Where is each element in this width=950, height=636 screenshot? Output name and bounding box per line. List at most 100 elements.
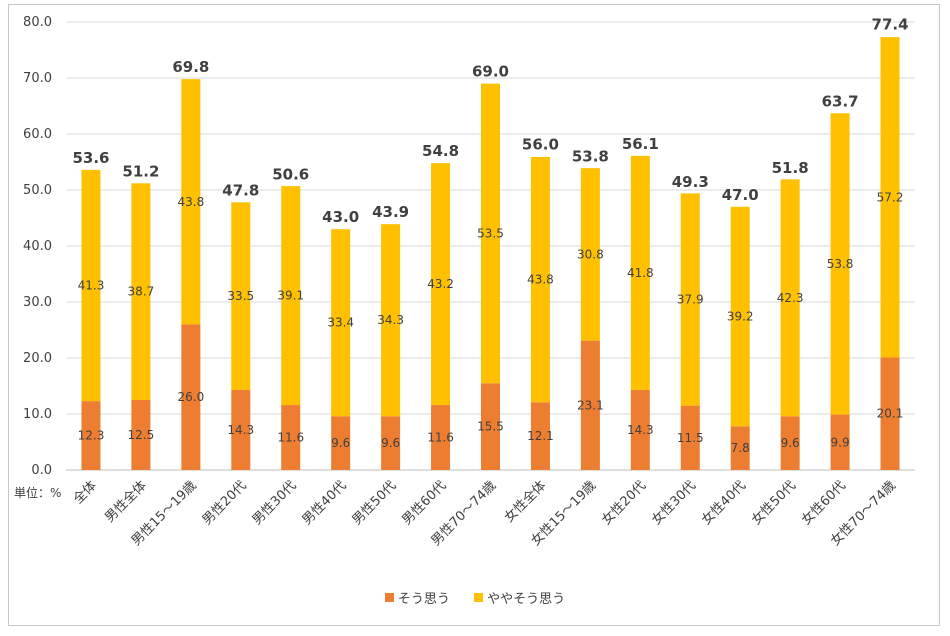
- data-label-yaya-sou-omou: 33.4: [327, 316, 354, 330]
- y-tick-label: 80.0: [23, 15, 52, 30]
- legend-label-yaya-sou-omou: ややそう思う: [487, 592, 566, 607]
- x-category-label: 男性30代: [250, 478, 300, 528]
- bar-sou-omou: [680, 405, 700, 470]
- y-tick-label: 20.0: [23, 351, 52, 366]
- data-label-yaya-sou-omou: 34.3: [377, 313, 404, 327]
- x-category-label: 女性50代: [748, 478, 799, 529]
- data-label-sou-omou: 12.5: [128, 428, 155, 442]
- x-category-label: 男性60代: [400, 478, 450, 528]
- legend-label-sou-omou: そう思う: [397, 592, 450, 607]
- legend-item-yaya-sou-omou: ややそう思う: [474, 588, 565, 607]
- legend-swatch-sou-omou: [384, 593, 394, 602]
- bar-sou-omou: [880, 357, 900, 470]
- data-label-yaya-sou-omou: 43.2: [427, 277, 454, 291]
- x-category-label: 女性20代: [599, 478, 650, 529]
- bar-yaya-sou-omou: [580, 168, 600, 341]
- data-label-sou-omou: 14.3: [227, 423, 254, 437]
- bar-yaya-sou-omou: [381, 224, 401, 417]
- y-tick-label: 50.0: [23, 183, 52, 198]
- data-label-sou-omou: 14.3: [627, 423, 654, 437]
- bar-yaya-sou-omou: [231, 202, 251, 390]
- bar-yaya-sou-omou: [630, 155, 650, 390]
- bar-sou-omou: [780, 416, 800, 470]
- total-label: 47.8: [222, 181, 259, 199]
- total-label: 56.0: [522, 135, 559, 153]
- data-label-yaya-sou-omou: 43.8: [177, 195, 204, 209]
- bar-yaya-sou-omou: [730, 206, 750, 427]
- bar-sou-omou: [181, 324, 201, 470]
- total-label: 49.3: [672, 173, 709, 191]
- y-tick-label: 70.0: [23, 71, 52, 86]
- data-label-yaya-sou-omou: 53.8: [827, 257, 854, 271]
- x-category-label: 女性60代: [798, 478, 849, 529]
- total-label: 50.6: [272, 166, 309, 184]
- bar-yaya-sou-omou: [281, 186, 301, 406]
- data-label-sou-omou: 12.1: [527, 429, 554, 443]
- data-label-yaya-sou-omou: 38.7: [128, 285, 155, 299]
- bar-sou-omou: [830, 414, 850, 470]
- x-category-label: 全体: [70, 478, 100, 508]
- total-label: 77.4: [872, 16, 909, 34]
- data-label-yaya-sou-omou: 39.2: [727, 310, 754, 324]
- unit-label: 単位：%: [14, 486, 62, 500]
- total-label: 53.6: [72, 149, 109, 167]
- bar-yaya-sou-omou: [530, 156, 550, 403]
- data-label-sou-omou: 11.6: [277, 431, 304, 445]
- bar-sou-omou: [481, 383, 500, 470]
- data-label-sou-omou: 9.6: [781, 436, 800, 450]
- total-label: 69.8: [172, 58, 209, 76]
- bar-yaya-sou-omou: [830, 113, 850, 415]
- data-label-sou-omou: 26.0: [177, 390, 204, 404]
- legend: そう思う ややそう思う: [0, 588, 950, 607]
- bar-yaya-sou-omou: [81, 169, 101, 402]
- bar-yaya-sou-omou: [331, 229, 351, 417]
- data-label-sou-omou: 11.6: [427, 431, 454, 445]
- bar-yaya-sou-omou: [880, 37, 900, 358]
- total-label: 51.8: [772, 159, 809, 177]
- data-label-sou-omou: 9.9: [831, 435, 850, 449]
- data-label-sou-omou: 20.1: [877, 407, 904, 421]
- legend-item-sou-omou: そう思う: [384, 588, 450, 607]
- bar-sou-omou: [131, 400, 151, 470]
- y-tick-label: 0.0: [31, 463, 52, 478]
- bar-sou-omou: [231, 389, 251, 470]
- data-label-sou-omou: 12.3: [78, 429, 105, 443]
- total-label: 63.7: [822, 92, 859, 110]
- data-label-yaya-sou-omou: 42.3: [777, 291, 804, 305]
- y-tick-label: 60.0: [23, 127, 52, 142]
- bar-sou-omou: [81, 401, 101, 470]
- total-label: 53.8: [572, 148, 609, 166]
- bar-yaya-sou-omou: [181, 79, 201, 325]
- bar-yaya-sou-omou: [131, 183, 151, 400]
- bar-yaya-sou-omou: [431, 163, 451, 406]
- data-label-sou-omou: 11.5: [677, 431, 704, 445]
- bar-sou-omou: [281, 405, 301, 470]
- bar-sou-omou: [630, 389, 650, 470]
- bar-sou-omou: [530, 402, 550, 470]
- data-label-sou-omou: 7.8: [731, 441, 750, 455]
- total-label: 51.2: [122, 162, 159, 180]
- data-label-sou-omou: 23.1: [577, 398, 604, 412]
- data-label-yaya-sou-omou: 41.8: [627, 266, 654, 280]
- total-label: 43.0: [322, 208, 359, 226]
- bar-sou-omou: [381, 416, 401, 470]
- bar-yaya-sou-omou: [680, 193, 700, 406]
- total-label: 69.0: [472, 63, 509, 81]
- total-label: 56.1: [622, 135, 659, 153]
- data-label-sou-omou: 15.5: [477, 420, 504, 434]
- x-category-label: 女性30代: [649, 478, 700, 529]
- x-category-label: 女性40代: [698, 478, 749, 529]
- data-label-yaya-sou-omou: 30.8: [577, 247, 604, 261]
- bar-sou-omou: [580, 340, 600, 470]
- x-category-label: 男性50代: [350, 478, 400, 528]
- bar-yaya-sou-omou: [481, 83, 500, 384]
- data-label-yaya-sou-omou: 37.9: [677, 292, 704, 306]
- data-label-yaya-sou-omou: 41.3: [78, 278, 105, 292]
- x-category-label: 男性全体: [102, 478, 150, 526]
- y-tick-label: 10.0: [23, 407, 52, 422]
- bar-yaya-sou-omou: [780, 179, 800, 417]
- y-tick-label: 40.0: [23, 239, 52, 254]
- data-label-yaya-sou-omou: 39.1: [277, 289, 304, 303]
- x-category-label: 女性全体: [501, 478, 549, 526]
